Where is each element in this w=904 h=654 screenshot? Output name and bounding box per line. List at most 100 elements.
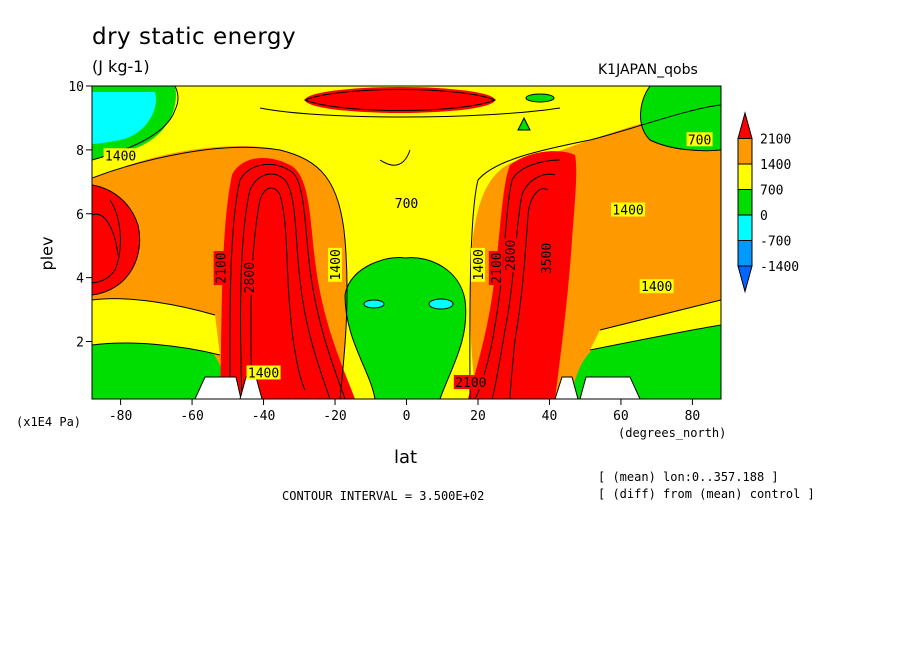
contour-label: 3500: [538, 241, 555, 276]
colorbar-top-arrow: [737, 111, 753, 139]
contour-label: 2100: [213, 251, 230, 286]
y-tick-label: 2: [76, 336, 84, 351]
contour-label-bg: [453, 375, 488, 390]
contour-label: 1400: [470, 247, 487, 282]
contour-label-bg: [639, 279, 674, 294]
contour-label-bg: [242, 260, 257, 295]
colorbar-label: -1400: [760, 260, 799, 275]
experiment-label: K1JAPAN_qobs: [598, 62, 698, 78]
contour-label-text: 2100: [490, 252, 505, 283]
contour-label-bg: [686, 132, 713, 147]
contour-field: [92, 86, 721, 399]
y-tick-label: 4: [76, 272, 84, 287]
field-green-sh-low: [92, 337, 230, 399]
colorbar-segment: [737, 214, 753, 241]
contour-label-text: 2100: [215, 252, 230, 283]
contour-label-bg: [470, 247, 485, 282]
x-tick-label: -20: [323, 409, 346, 424]
contour-label-bg: [538, 241, 553, 276]
contour-label-text: 700: [688, 133, 711, 148]
contour-label-bg: [246, 365, 281, 380]
contour-label: 2800: [503, 238, 519, 273]
field-cyan-nw: [92, 92, 156, 144]
x-tick-label: 40: [542, 409, 558, 424]
contour-label-bg: [611, 202, 646, 217]
field-green-center: [345, 257, 466, 399]
contour-label-text: 700: [395, 197, 418, 212]
topography-andes: [194, 376, 242, 399]
colorbar-segment: [737, 240, 753, 267]
note-diff: [ (diff) from (mean) control ]: [598, 487, 815, 501]
contour-label-bg: [393, 196, 420, 211]
x-tick-label: 20: [470, 409, 486, 424]
field-yellow-sh: [92, 298, 220, 355]
contour-label: 1400: [639, 279, 674, 295]
x-tick-label: 60: [613, 409, 629, 424]
field-cyan-spot-east: [428, 298, 454, 310]
colorbar-label: 2100: [760, 133, 791, 148]
y-axis-units: (x1E4 Pa): [16, 415, 82, 429]
field-red-nh-jet: [468, 151, 577, 399]
contour-label: 1400: [611, 202, 646, 219]
colorbar-bottom-arrow: [737, 265, 753, 294]
contour-label: 700: [686, 132, 713, 148]
colorbar-label: -700: [760, 235, 791, 250]
contour-label-text: 1400: [329, 249, 344, 280]
field-green-triangle: [517, 116, 531, 131]
note-mean: [ (mean) lon:0..357.188 ]: [598, 470, 779, 484]
y-tick-label: 8: [76, 144, 84, 159]
contour-label-bg: [328, 247, 343, 282]
colorbar-label: 700: [760, 184, 783, 199]
colorbar-segment: [737, 189, 753, 216]
contour-label-text: 3500: [540, 243, 555, 274]
contour-label-text: 1400: [472, 249, 487, 280]
y-tick-label: 6: [76, 208, 84, 223]
topography-nh-2: [579, 376, 641, 399]
y-ticks: 2 4 6 8 10: [68, 80, 92, 351]
contour-label: 2100: [488, 251, 505, 286]
contour-label-text: 2800: [243, 262, 258, 293]
field-red-top: [305, 87, 495, 113]
contour-label-bg: [213, 251, 228, 286]
contour-label-text: 2100: [455, 376, 486, 391]
field-red-west: [92, 185, 140, 295]
x-axis-units: (degrees_north): [618, 426, 727, 440]
chart-units: (J kg-1): [92, 57, 150, 76]
contour-label-text: 1400: [641, 280, 672, 295]
x-tick-label: 80: [685, 409, 701, 424]
x-axis-label: lat: [394, 447, 418, 468]
contour-label-bg: [503, 238, 518, 273]
y-tick-label: 10: [68, 80, 84, 95]
chart-title: dry static energy: [92, 24, 297, 50]
colorbar-label: 0: [760, 209, 768, 224]
contour-label-text: 1400: [105, 149, 136, 164]
contour-label-bg: [103, 148, 138, 163]
x-ticks: -80 -60 -40 -20 0 20 40 60 80: [109, 399, 700, 424]
x-tick-label: -60: [180, 409, 203, 424]
topography-nh-1: [554, 376, 579, 399]
contour-label: 700: [393, 196, 420, 212]
x-tick-label: 0: [403, 409, 411, 424]
colorbar-segment: [737, 163, 753, 190]
contour-label: 1400: [328, 247, 344, 282]
x-tick-label: -40: [252, 409, 275, 424]
field-cyan-spot-west: [363, 299, 385, 309]
contour-interval: CONTOUR INTERVAL = 3.500E+02: [282, 489, 485, 503]
field-green-top-spot: [525, 93, 555, 103]
contour-label-text: 1400: [612, 204, 643, 219]
field-yellow-center: [92, 86, 721, 399]
colorbar-segment: [737, 138, 753, 165]
contour-label: 1400: [246, 365, 281, 381]
contour-label: 2100: [453, 375, 488, 391]
contour-label: 1400: [103, 148, 138, 164]
contour-label-text: 2800: [504, 240, 519, 271]
colorbar: 2100 1400 700 0 -700 -1400: [737, 111, 799, 294]
contour-label-text: 1400: [248, 366, 279, 381]
contour-label-bg: [488, 251, 503, 286]
field-yellow-nh: [590, 300, 721, 350]
contour-label: 2800: [242, 260, 258, 295]
x-tick-label: -80: [109, 409, 132, 424]
colorbar-label: 1400: [760, 158, 791, 173]
